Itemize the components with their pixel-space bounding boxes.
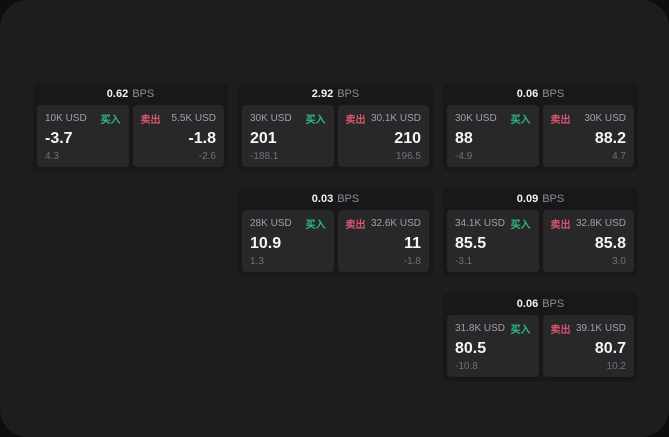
sell-panel[interactable]: 卖出 30K USD 88.2 4.7 [542,105,634,167]
sell-price: 210 [394,129,421,147]
spread-unit: BPS [132,88,155,100]
sell-delta: -1.8 [403,256,421,267]
sell-size: 5.5K USD [171,113,216,124]
spread-value: 0.06 [516,298,539,310]
buy-price: 80.5 [455,339,487,357]
spread-unit: BPS [542,298,565,310]
sell-label: 卖出 [345,220,366,231]
spread-unit: BPS [337,88,360,100]
spread-unit: BPS [337,193,360,205]
sell-label: 卖出 [140,115,161,126]
sell-label: 卖出 [550,325,571,336]
card-body: 34.1K USD 买入 85.5 -3.1 卖出 32.8K USD 85.8… [443,210,638,276]
buy-delta: -188.1 [250,151,279,162]
spread-value: 0.09 [516,193,539,205]
card-header: 0.09 BPS [443,188,638,210]
card-header: 0.06 BPS [443,293,638,315]
sell-price: 88.2 [594,129,626,147]
sell-label: 卖出 [345,115,366,126]
buy-label: 买入 [305,115,326,126]
sell-delta: 10.2 [606,361,626,372]
buy-size: 30K USD [455,113,497,124]
sell-label: 卖出 [550,220,571,231]
card-body: 30K USD 买入 201 -188.1 卖出 30.1K USD 210 1… [238,105,433,171]
sell-panel[interactable]: 卖出 32.8K USD 85.8 3.0 [542,210,634,272]
buy-size: 31.8K USD [455,323,506,334]
sell-size: 30.1K USD [370,113,421,124]
sell-label: 卖出 [550,115,571,126]
sell-price: -1.8 [188,129,216,147]
buy-panel[interactable]: 28K USD 买入 10.9 1.3 [242,210,334,272]
buy-label: 买入 [510,220,531,231]
quote-card-1: 0.62 BPS 10K USD 买入 -3.7 4.3 卖出 5.5K USD [33,83,228,171]
quote-card-3: 0.06 BPS 30K USD 买入 88 -4.9 卖出 30K USD [443,83,638,171]
buy-price: -3.7 [45,129,73,147]
sell-panel[interactable]: 卖出 5.5K USD -1.8 -2.6 [132,105,224,167]
card-header: 2.92 BPS [238,83,433,105]
buy-panel[interactable]: 30K USD 买入 88 -4.9 [447,105,539,167]
sell-size: 30K USD [584,113,626,124]
buy-delta: 4.3 [45,151,59,162]
card-header: 0.06 BPS [443,83,638,105]
buy-size: 10K USD [45,113,87,124]
buy-label: 买入 [305,220,326,231]
sell-size: 32.8K USD [575,218,626,229]
sell-price: 80.7 [594,339,626,357]
card-body: 10K USD 买入 -3.7 4.3 卖出 5.5K USD -1.8 -2.… [33,105,228,171]
spread-unit: BPS [542,88,565,100]
buy-panel[interactable]: 10K USD 买入 -3.7 4.3 [37,105,129,167]
spread-unit: BPS [542,193,565,205]
buy-price: 10.9 [250,234,282,252]
sell-delta: 3.0 [612,256,626,267]
spread-value: 0.06 [516,88,539,100]
sell-price: 11 [404,234,421,252]
quote-card-6: 0.06 BPS 31.8K USD 买入 80.5 -10.8 卖出 39.1… [443,293,638,381]
quote-card-4: 0.03 BPS 28K USD 买入 10.9 1.3 卖出 32.6K US… [238,188,433,276]
sell-panel[interactable]: 卖出 32.6K USD 11 -1.8 [337,210,429,272]
quote-board: 0.62 BPS 10K USD 买入 -3.7 4.3 卖出 5.5K USD [33,83,638,381]
buy-delta: -3.1 [455,256,473,267]
buy-price: 201 [250,129,277,147]
buy-price: 85.5 [455,234,487,252]
card-body: 28K USD 买入 10.9 1.3 卖出 32.6K USD 11 -1.8 [238,210,433,276]
buy-size: 34.1K USD [455,218,506,229]
buy-panel[interactable]: 31.8K USD 买入 80.5 -10.8 [447,315,539,377]
sell-size: 32.6K USD [370,218,421,229]
sell-panel[interactable]: 卖出 30.1K USD 210 196.5 [337,105,429,167]
quote-card-5: 0.09 BPS 34.1K USD 买入 85.5 -3.1 卖出 32.8K… [443,188,638,276]
quote-card-2: 2.92 BPS 30K USD 买入 201 -188.1 卖出 30.1K … [238,83,433,171]
sell-size: 39.1K USD [575,323,626,334]
buy-label: 买入 [100,115,121,126]
spread-value: 0.03 [311,193,334,205]
buy-delta: -4.9 [455,151,473,162]
card-header: 0.03 BPS [238,188,433,210]
card-body: 30K USD 买入 88 -4.9 卖出 30K USD 88.2 4.7 [443,105,638,171]
card-header: 0.62 BPS [33,83,228,105]
buy-size: 30K USD [250,113,292,124]
buy-panel[interactable]: 34.1K USD 买入 85.5 -3.1 [447,210,539,272]
buy-panel[interactable]: 30K USD 买入 201 -188.1 [242,105,334,167]
buy-label: 买入 [510,115,531,126]
spread-value: 2.92 [311,88,334,100]
sell-delta: 4.7 [612,151,626,162]
spread-value: 0.62 [106,88,129,100]
buy-delta: 1.3 [250,256,264,267]
card-body: 31.8K USD 买入 80.5 -10.8 卖出 39.1K USD 80.… [443,315,638,381]
sell-delta: -2.6 [198,151,216,162]
sell-delta: 196.5 [395,151,421,162]
sell-price: 85.8 [594,234,626,252]
buy-delta: -10.8 [455,361,478,372]
buy-size: 28K USD [250,218,292,229]
sell-panel[interactable]: 卖出 39.1K USD 80.7 10.2 [542,315,634,377]
buy-price: 88 [455,129,473,147]
buy-label: 买入 [510,325,531,336]
